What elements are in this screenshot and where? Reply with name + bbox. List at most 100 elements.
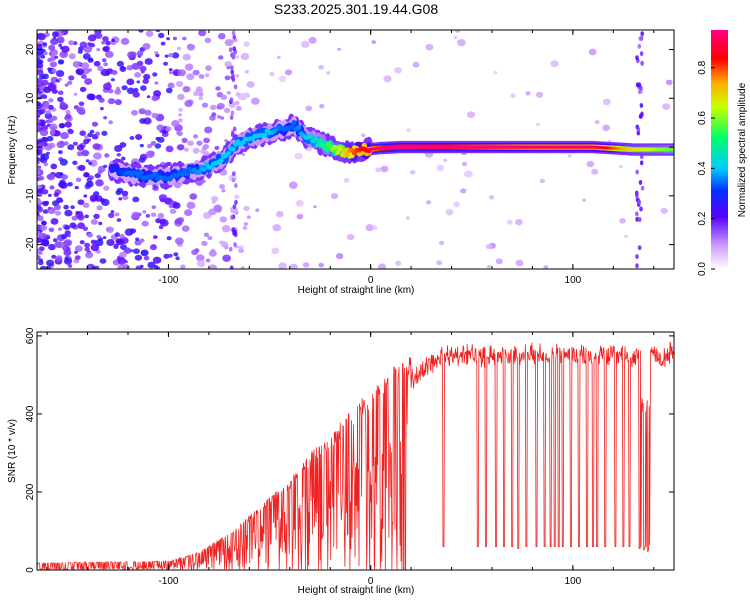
noise-speckle <box>41 137 49 143</box>
noise-speckle <box>57 59 65 65</box>
noise-speckle <box>150 212 157 217</box>
noise-speckle <box>71 215 78 221</box>
noise-speckle <box>131 109 138 116</box>
noise-speckle <box>460 188 467 194</box>
noise-speckle <box>37 124 41 130</box>
noise-speckle <box>302 262 310 268</box>
noise-speckle <box>129 228 137 234</box>
noise-speckle <box>56 141 65 149</box>
noise-speckle <box>69 222 77 229</box>
noise-speckle <box>120 66 125 70</box>
noise-speckle <box>121 85 128 91</box>
x-tick-label: -100 <box>158 576 178 587</box>
noise-speckle <box>246 81 255 88</box>
noise-speckle <box>98 221 103 226</box>
noise-speckle <box>222 254 232 262</box>
noise-speckle <box>166 87 173 94</box>
noise-speckle <box>63 239 73 247</box>
noise-speckle <box>131 62 141 70</box>
noise-speckle <box>126 78 135 86</box>
noise-speckle <box>160 41 166 46</box>
noise-speckle <box>525 91 531 96</box>
noise-speckle <box>177 69 186 77</box>
noise-speckle <box>205 258 211 263</box>
noise-speckle <box>98 97 105 103</box>
noise-speckle <box>102 236 107 240</box>
noise-speckle <box>241 96 247 101</box>
noise-speckle <box>300 40 310 49</box>
noise-speckle <box>39 265 47 269</box>
colorbar-tick-label: 0.6 <box>697 111 708 125</box>
noise-speckle <box>79 240 85 245</box>
noise-speckle <box>186 73 195 81</box>
ridge-mark <box>288 124 294 130</box>
noise-speckle <box>183 147 189 152</box>
noise-speckle <box>235 92 241 97</box>
noise-column <box>640 60 644 66</box>
noise-speckle <box>539 178 545 184</box>
noise-speckle <box>142 43 151 50</box>
noise-speckle <box>67 80 73 85</box>
noise-speckle <box>51 254 57 259</box>
noise-speckle <box>37 205 44 213</box>
noise-speckle <box>40 55 46 59</box>
noise-column <box>232 171 236 177</box>
noise-column <box>638 89 642 95</box>
noise-column <box>635 216 639 222</box>
noise-column <box>635 254 639 260</box>
noise-speckle <box>294 152 303 160</box>
ridge-mark <box>262 132 268 138</box>
noise-speckle <box>126 87 135 95</box>
noise-speckle <box>84 214 89 219</box>
noise-speckle <box>243 41 250 47</box>
noise-speckle <box>181 225 190 232</box>
noise-speckle <box>103 62 108 67</box>
y-tick-label: 10 <box>25 92 36 104</box>
noise-speckle <box>54 241 62 248</box>
noise-speckle <box>37 215 44 222</box>
noise-speckle <box>174 218 183 225</box>
noise-speckle <box>178 118 183 123</box>
noise-speckle <box>151 95 159 102</box>
noise-speckle <box>144 58 153 65</box>
noise-speckle <box>171 120 180 127</box>
noise-speckle <box>77 199 85 205</box>
noise-speckle <box>203 137 211 144</box>
noise-speckle <box>436 164 445 172</box>
noise-speckle <box>87 232 93 238</box>
noise-speckle <box>53 192 59 197</box>
noise-speckle <box>119 251 127 258</box>
noise-speckle <box>63 141 69 146</box>
noise-speckle <box>214 145 220 151</box>
noise-speckle <box>54 55 59 59</box>
noise-speckle <box>66 234 71 238</box>
noise-speckle <box>37 199 42 204</box>
noise-speckle <box>619 165 623 169</box>
noise-speckle <box>140 249 149 257</box>
noise-speckle <box>47 104 54 110</box>
noise-speckle <box>365 224 374 232</box>
noise-speckle <box>65 256 69 260</box>
noise-speckle <box>488 195 495 200</box>
noise-speckle <box>115 189 122 196</box>
noise-column <box>637 245 642 251</box>
noise-speckle <box>176 131 183 137</box>
noise-speckle <box>176 46 182 51</box>
noise-speckle <box>79 130 86 136</box>
noise-speckle <box>436 260 443 266</box>
noise-speckle <box>624 234 629 238</box>
noise-speckle <box>37 150 41 155</box>
noise-speckle <box>305 105 313 112</box>
noise-speckle <box>89 129 95 134</box>
noise-speckle <box>37 111 40 116</box>
noise-speckle <box>164 54 169 58</box>
noise-speckle <box>372 225 378 230</box>
noise-speckle <box>103 116 108 120</box>
noise-speckle <box>241 152 246 157</box>
noise-speckle <box>466 111 476 118</box>
noise-speckle <box>57 96 64 103</box>
noise-speckle <box>67 129 74 135</box>
noise-speckle <box>221 225 231 233</box>
noise-speckle <box>63 204 69 210</box>
